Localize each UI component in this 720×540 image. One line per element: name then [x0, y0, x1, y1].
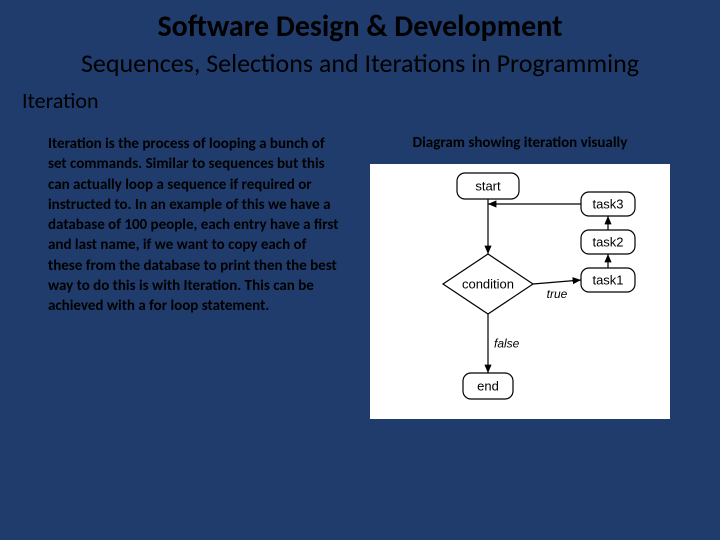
slide-subtitle: Sequences, Selections and Iterations in … [0, 47, 720, 79]
iteration-flowchart: true false start task3 task2 task1 condition en… [370, 164, 670, 419]
slide-title: Software Design & Development [0, 0, 720, 45]
svg-text:task2: task2 [592, 235, 623, 250]
svg-text:false: false [494, 337, 520, 351]
diagram-caption: Diagram showing iteration visually [340, 134, 700, 152]
svg-text:start: start [475, 179, 501, 194]
body-text: Iteration is the process of looping a bu… [48, 134, 340, 316]
slide: Software Design & Development Sequences,… [0, 0, 720, 540]
content-columns: Iteration is the process of looping a bu… [0, 134, 720, 419]
svg-text:task3: task3 [592, 197, 623, 212]
section-label: Iteration [22, 87, 720, 114]
svg-text:end: end [477, 379, 499, 394]
svg-text:true: true [547, 287, 568, 301]
right-column: Diagram showing iteration visually true f… [340, 134, 720, 419]
svg-text:task1: task1 [592, 273, 623, 288]
svg-text:condition: condition [462, 277, 514, 292]
left-column: Iteration is the process of looping a bu… [0, 134, 340, 419]
